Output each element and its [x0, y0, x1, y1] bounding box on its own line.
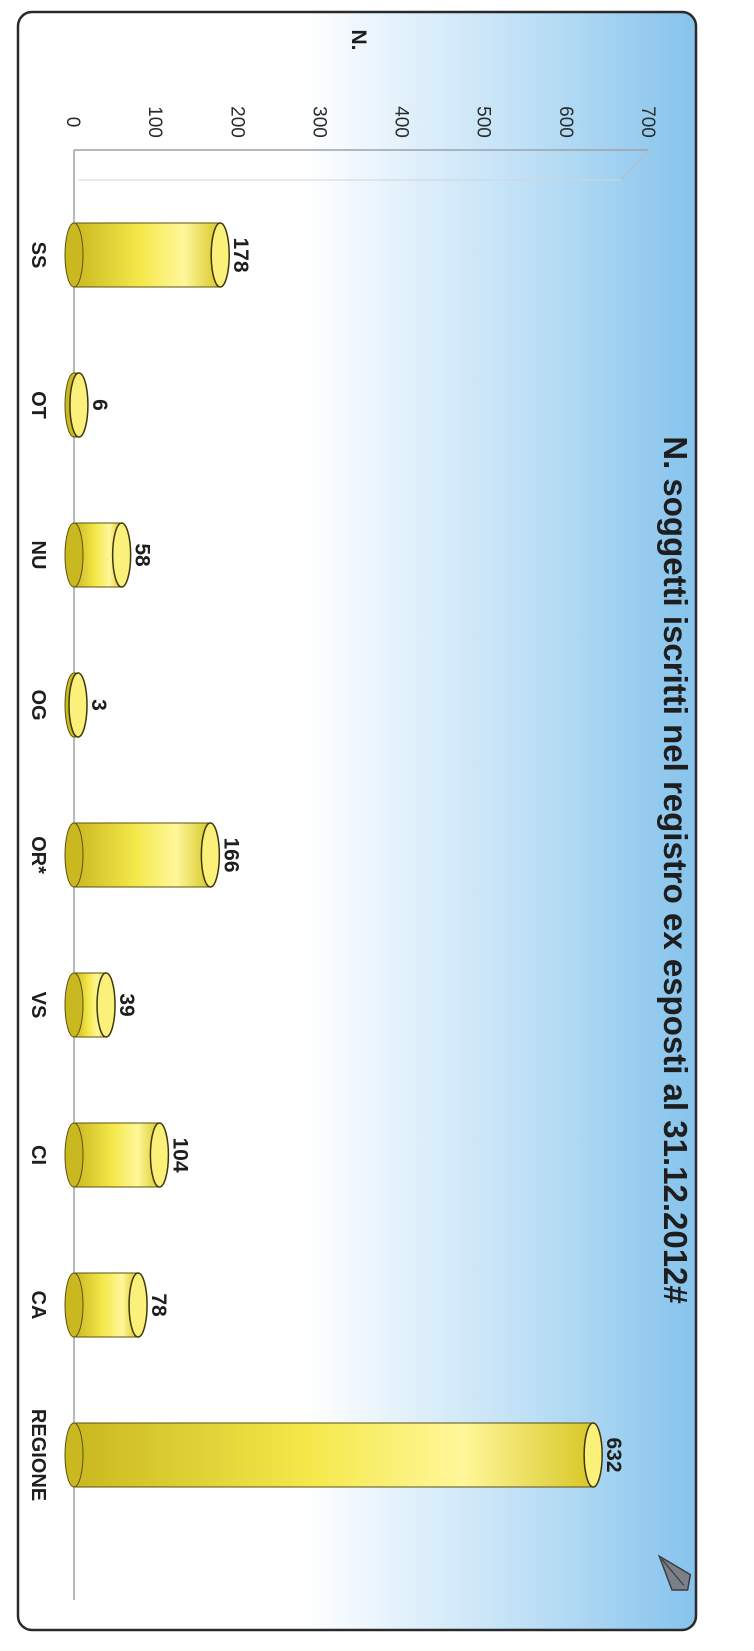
bar-base — [64, 972, 84, 1038]
value-labels: 178 6 58 3 166 39 104 78 632 — [87, 237, 625, 1472]
bar-og — [64, 672, 88, 738]
bar-body — [73, 1122, 160, 1188]
y-tick-label: 400 — [391, 106, 412, 138]
bar-vs — [64, 972, 116, 1038]
bar-base — [64, 822, 84, 888]
bar-body — [73, 1422, 594, 1488]
bar-base — [64, 222, 84, 288]
bar-cap — [96, 972, 116, 1038]
bar-regione — [64, 1422, 603, 1488]
bar-cap — [69, 372, 89, 438]
bar-cap — [583, 1422, 603, 1488]
category-label: OR* — [27, 836, 49, 874]
value-label: 58 — [131, 543, 154, 567]
value-label: 6 — [88, 399, 111, 411]
y-tick-label: 300 — [308, 106, 329, 138]
category-label: SS — [27, 242, 49, 269]
category-label: CA — [27, 1291, 49, 1320]
bar-or — [64, 822, 221, 888]
value-label: 104 — [168, 1137, 191, 1172]
value-label: 632 — [602, 1437, 625, 1472]
y-tick-labels: 0 100 200 300 400 500 600 700 — [62, 106, 658, 138]
category-label: NU — [27, 541, 49, 570]
bar-body — [73, 822, 211, 888]
bar-base — [64, 1422, 84, 1488]
bar-cap — [111, 522, 132, 588]
y-tick-label: 200 — [226, 106, 247, 138]
bar-base — [64, 1122, 84, 1188]
category-label: CI — [27, 1145, 49, 1165]
value-label: 3 — [87, 699, 110, 711]
bar-cap — [68, 672, 88, 738]
y-tick-label: 0 — [62, 117, 83, 128]
bar-base — [64, 522, 84, 588]
value-label: 178 — [229, 237, 252, 272]
y-tick-label: 700 — [637, 106, 658, 138]
y-axis-label: N. — [347, 30, 370, 51]
bar-cap — [210, 222, 230, 288]
category-label: VS — [27, 992, 49, 1019]
bar-ss — [64, 222, 230, 288]
y-tick-label: 600 — [555, 106, 576, 138]
bars — [64, 222, 603, 1488]
bar-cap — [128, 1272, 148, 1338]
category-label: REGIONE — [27, 1409, 49, 1501]
bar-cap — [200, 822, 221, 888]
pen-logo-icon — [657, 1554, 692, 1591]
bar-nu — [64, 522, 132, 588]
bar-ci — [64, 1122, 170, 1188]
depth-line — [620, 149, 650, 181]
category-label: OG — [27, 689, 49, 720]
bar-ca — [64, 1272, 148, 1338]
chart-frame — [16, 10, 698, 1632]
bar-ot — [64, 372, 89, 438]
bar-base — [64, 1272, 84, 1338]
value-label: 39 — [115, 993, 138, 1016]
bar-cap — [149, 1122, 170, 1188]
chart-title: N. soggetti iscritti nel registro ex esp… — [657, 436, 694, 1304]
category-labels: SS OT NU OG OR* VS CI CA REGIONE — [27, 242, 49, 1501]
value-label: 78 — [147, 1293, 170, 1317]
y-tick-label: 100 — [144, 106, 165, 138]
category-label: OT — [27, 391, 49, 419]
bar-body — [73, 222, 221, 288]
y-tick-label: 500 — [473, 106, 494, 138]
value-label: 166 — [219, 837, 242, 872]
